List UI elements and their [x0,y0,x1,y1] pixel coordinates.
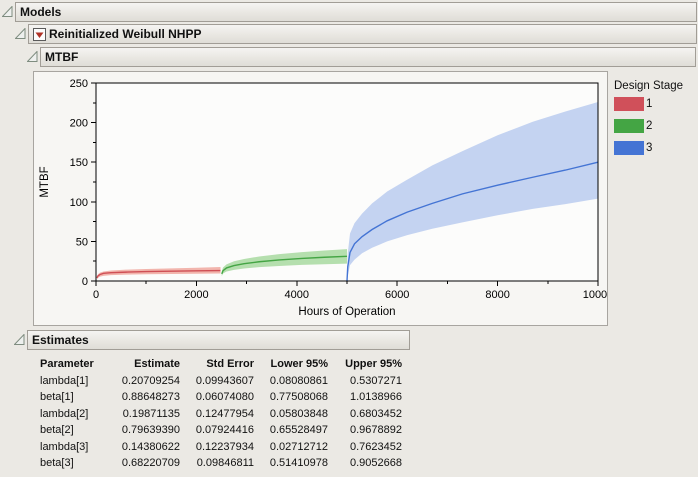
table-cell: 0.12477954 [195,407,254,420]
y-tick-label: 200 [70,118,88,130]
outline-node-estimates: Estimates [14,330,410,350]
column-header: Std Error [206,358,254,371]
disclosure-open-icon[interactable] [15,28,26,39]
table-cell: 0.79639390 [121,424,180,437]
table-cell: 0.19871135 [122,407,180,420]
table-cell: 0.06074080 [195,391,254,404]
table-row: beta[1] 0.88648273 0.06074080 0.77508068 1.0… [40,389,402,406]
legend-label: 3 [646,142,653,154]
legend-swatch[interactable] [614,141,644,155]
table-cell: 0.05803848 [269,407,328,420]
parameter-cell: beta[1] [40,391,74,404]
legend-swatch[interactable] [614,97,644,111]
y-tick-label: 0 [82,276,88,288]
parameter-cell: lambda[2] [40,407,89,420]
mtbf-header[interactable]: MTBF [40,47,696,67]
y-axis-label: MTBF [39,166,51,197]
x-axis-label: Hours of Operation [298,306,395,318]
models-header[interactable]: Models [15,2,697,22]
legend-item-2[interactable]: 2 [614,119,683,133]
x-tick-label: 2000 [184,289,208,301]
model-title: Reinitialized Weibull NHPP [49,27,202,41]
design-stage-1-confidence-band [97,267,221,280]
table-cell: 0.51410978 [269,457,328,470]
table-cell: 0.9052668 [350,457,402,470]
table-cell: 0.77508068 [269,391,328,404]
estimates-title: Estimates [32,333,89,347]
table-cell: 0.88648273 [121,391,180,404]
red-triangle-icon [35,32,44,38]
parameter-cell: lambda[1] [40,374,89,387]
table-cell: 0.68220709 [121,457,180,470]
legend-label: 2 [646,120,653,132]
parameter-cell: beta[2] [40,424,74,437]
legend-item-3[interactable]: 3 [614,141,683,155]
disclosure-open-icon[interactable] [14,334,25,345]
legend: Design Stage 1 2 3 [614,80,683,163]
y-tick-label: 50 [76,236,88,248]
column-header: Lower 95% [270,358,328,371]
table-cell: 0.08080861 [269,374,328,387]
red-triangle-menu-button[interactable] [33,27,46,41]
table-row: lambda[1] 0.20709254 0.09943607 0.08080861 0… [40,373,402,390]
legend-title: Design Stage [614,80,684,92]
legend-label: 1 [646,98,653,110]
design-stage-1-line [96,269,221,279]
table-cell: 0.02712712 [269,440,328,453]
table-cell: 0.07924416 [195,424,254,437]
estimates-table: Parameter Estimate Std Error Lower 95% Upper… [40,356,402,472]
column-header: Upper 95% [345,358,402,371]
table-cell: 0.09846811 [196,457,254,470]
table-cell: 0.09943607 [195,374,254,387]
x-tick-label: 6000 [385,289,409,301]
estimates-header[interactable]: Estimates [27,330,410,350]
table-cell: 0.20709254 [121,374,180,387]
outline-node-models: Models [2,2,697,22]
disclosure-open-icon[interactable] [2,6,13,17]
table-cell: 0.65528497 [269,424,328,437]
column-header: Parameter [40,358,94,371]
table-cell: 0.7623452 [350,440,402,453]
y-tick-label: 150 [70,157,88,169]
x-tick-label: 4000 [285,289,309,301]
model-header[interactable]: Reinitialized Weibull NHPP [28,24,697,44]
table-cell: 0.9678892 [350,424,402,437]
table-cell: 1.0138966 [350,391,402,404]
table-cell: 0.5307271 [350,374,402,387]
y-tick-label: 250 [70,78,88,90]
models-title: Models [20,5,62,19]
parameter-cell: beta[3] [40,457,74,470]
legend-item-1[interactable]: 1 [614,97,683,111]
design-stage-2-line [221,255,348,275]
table-cell: 0.14380622 [121,440,180,453]
table-header-row: Parameter Estimate Std Error Lower 95% Upper… [40,356,402,373]
design-stage-3-line [346,161,599,282]
table-row: lambda[2] 0.19871135 0.12477954 0.05803848 0… [40,406,402,423]
parameter-cell: lambda[3] [40,440,89,453]
table-row: beta[2] 0.79639390 0.07924416 0.65528497 0.9… [40,422,402,439]
outline-node-model: Reinitialized Weibull NHPP [15,24,697,44]
disclosure-open-icon[interactable] [27,51,38,62]
design-stage-2-confidence-band [221,249,347,277]
table-cell: 0.6803452 [350,407,402,420]
table-row: beta[3] 0.68220709 0.09846811 0.51410978 0.9… [40,455,402,472]
table-row: lambda[3] 0.14380622 0.12237934 0.02712712 0… [40,439,402,456]
x-tick-label: 0 [93,289,99,301]
x-tick-label: 8000 [485,289,509,301]
table-cell: 0.12237934 [195,440,254,453]
outline-node-mtbf: MTBF [27,47,696,67]
legend-items: 1 2 3 [614,97,683,155]
legend-swatch[interactable] [614,119,644,133]
column-header: Estimate [134,358,180,371]
mtbf-title: MTBF [45,50,79,64]
y-tick-label: 100 [70,197,88,209]
